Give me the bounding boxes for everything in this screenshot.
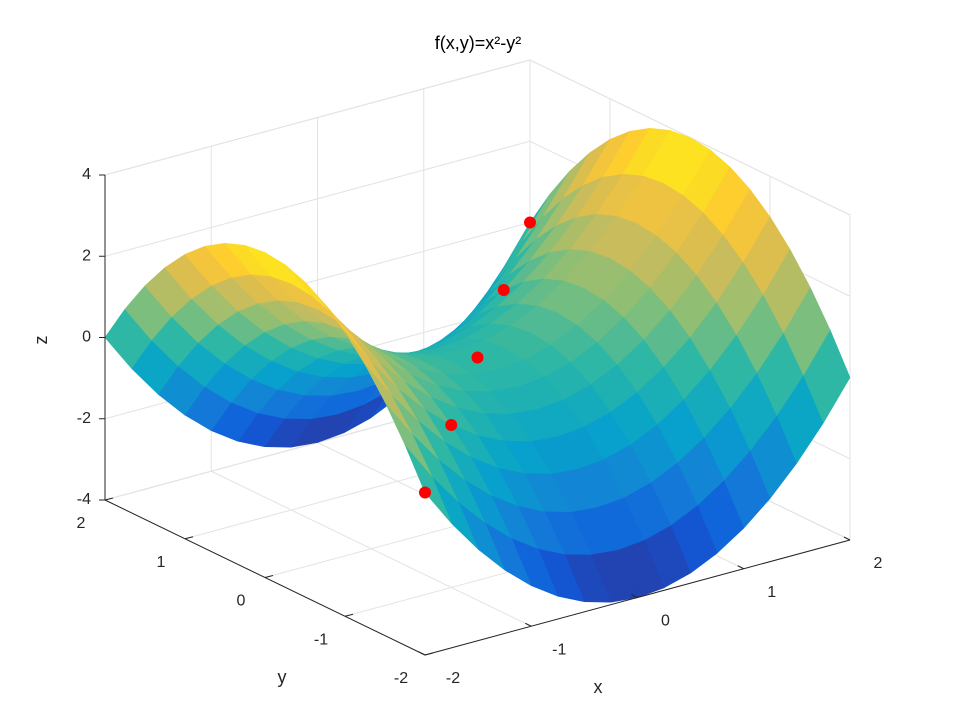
z-tick-label: 4 — [82, 166, 91, 183]
y-tick — [424, 652, 434, 656]
point — [471, 351, 484, 364]
z-tick-label: 0 — [82, 329, 91, 346]
point — [524, 216, 536, 229]
x-tick-label: 1 — [767, 584, 776, 601]
x-tick-label: -1 — [552, 641, 566, 658]
surface-patch — [364, 364, 412, 434]
surface — [104, 127, 851, 603]
x-axis-label: x — [594, 677, 603, 697]
y-tick-label: 2 — [77, 515, 86, 532]
z-axis-label: z — [31, 336, 51, 345]
x-tick-label: -2 — [446, 670, 460, 687]
z-tick-label: -4 — [77, 491, 91, 508]
point — [445, 419, 458, 431]
x-tick — [525, 622, 532, 627]
axes: -4 -2 0 2 4 -2 -1 0 1 2 -2 -1 0 1 2 — [77, 166, 883, 687]
z-tick-label: 2 — [82, 247, 91, 264]
x-tick — [631, 594, 638, 598]
x-tick — [843, 536, 851, 541]
y-axis-label: y — [278, 667, 287, 687]
surface-patch — [763, 248, 811, 333]
y-tick-label: -2 — [394, 670, 408, 687]
x-tick-label: 2 — [874, 555, 883, 572]
x-tick — [418, 651, 426, 656]
x-tick-label: 0 — [661, 613, 670, 630]
x-tick — [737, 565, 744, 570]
point — [419, 486, 431, 499]
point — [497, 284, 510, 296]
y-tick-label: 1 — [157, 554, 166, 571]
y-tick-label: -1 — [314, 631, 328, 648]
y-tick — [184, 536, 194, 540]
z-tick-label: -2 — [77, 410, 91, 427]
y-tick — [264, 575, 274, 578]
chart-title: f(x,y)=x²-y² — [435, 33, 521, 53]
y-tick — [104, 497, 114, 501]
y-tick — [344, 613, 354, 617]
grid-line — [104, 59, 851, 216]
y-tick-label: 0 — [237, 593, 246, 610]
